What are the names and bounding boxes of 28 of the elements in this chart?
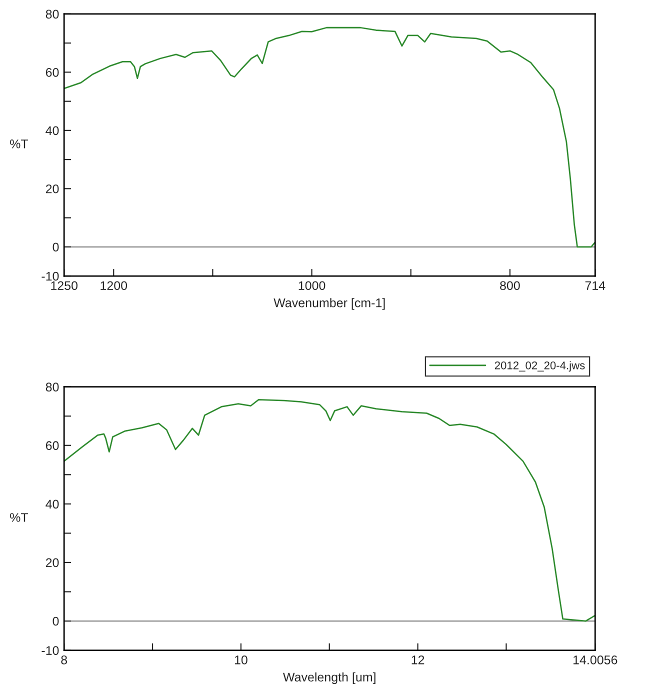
- y-tick-label: 60: [46, 441, 59, 450]
- x-tick-label: 12: [412, 655, 424, 664]
- x-axis-title: Wavelength [um]: [283, 672, 376, 684]
- y-tick-label: -10: [42, 646, 59, 655]
- line-series: [64, 26, 596, 248]
- y-tick-label: 80: [46, 382, 59, 392]
- y-tick-label: 0: [52, 242, 59, 252]
- x-tick-label: 714: [585, 281, 606, 290]
- y-axis-title: %T: [10, 513, 28, 522]
- y-tick-label: -10: [42, 272, 59, 281]
- x-tick-label: 1250: [51, 281, 78, 290]
- x-tick-label: 1200: [100, 281, 128, 290]
- y-axis-title: %T: [10, 140, 28, 148]
- line-series: [64, 399, 596, 622]
- y-tick-label: 40: [46, 500, 59, 509]
- x-tick-label: 14.0056: [574, 655, 618, 664]
- x-tick-label: 1000: [298, 281, 326, 290]
- x-tick-label: 800: [500, 281, 520, 290]
- y-tick-label: 60: [46, 68, 59, 77]
- y-tick-label: 20: [46, 558, 59, 568]
- x-axis-title: Wavenumber [cm-1]: [274, 298, 385, 310]
- y-tick-label: 20: [46, 184, 59, 194]
- text: 2012_02_20-4.jws: [494, 361, 585, 372]
- y-tick-label: 80: [46, 10, 59, 19]
- x-tick-label: 10: [234, 655, 248, 664]
- y-tick-label: 40: [46, 126, 59, 136]
- y-tick-label: 0: [52, 616, 59, 626]
- x-tick-label: 8: [61, 655, 68, 664]
